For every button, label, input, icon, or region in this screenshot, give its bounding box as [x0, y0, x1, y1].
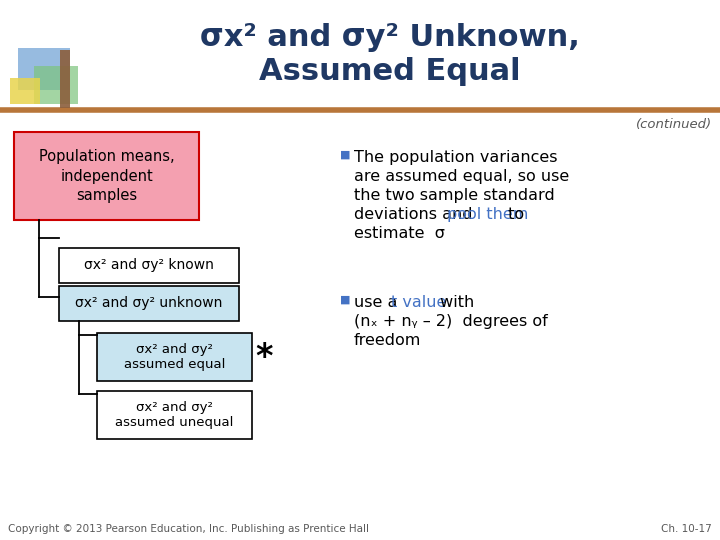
Text: (nₓ + nᵧ – 2)  degrees of: (nₓ + nᵧ – 2) degrees of: [354, 314, 548, 329]
Text: freedom: freedom: [354, 333, 421, 348]
FancyBboxPatch shape: [10, 78, 40, 104]
Text: ■: ■: [340, 150, 351, 160]
Text: Ch. 10-17: Ch. 10-17: [661, 524, 712, 534]
Text: σx² and σy²
assumed equal: σx² and σy² assumed equal: [124, 343, 225, 371]
Text: σx² and σy² Unknown,: σx² and σy² Unknown,: [200, 24, 580, 52]
FancyBboxPatch shape: [59, 286, 239, 321]
Text: The population variances: The population variances: [354, 150, 557, 165]
FancyBboxPatch shape: [34, 66, 78, 104]
Text: are assumed equal, so use: are assumed equal, so use: [354, 169, 570, 184]
Text: pool them: pool them: [447, 207, 528, 222]
Text: to: to: [503, 207, 524, 222]
Text: Assumed Equal: Assumed Equal: [259, 57, 521, 86]
FancyBboxPatch shape: [60, 50, 70, 108]
Text: Population means,
independent
samples: Population means, independent samples: [39, 148, 174, 203]
FancyBboxPatch shape: [14, 132, 199, 220]
Text: *: *: [256, 341, 273, 374]
Text: σx² and σy² known: σx² and σy² known: [84, 259, 214, 273]
Text: the two sample standard: the two sample standard: [354, 188, 554, 203]
FancyBboxPatch shape: [97, 333, 252, 381]
Text: (continued): (continued): [636, 118, 712, 131]
Text: Copyright © 2013 Pearson Education, Inc. Publishing as Prentice Hall: Copyright © 2013 Pearson Education, Inc.…: [8, 524, 369, 534]
Text: t value: t value: [391, 295, 446, 310]
Text: with: with: [435, 295, 474, 310]
Text: use a: use a: [354, 295, 402, 310]
Text: estimate  σ: estimate σ: [354, 226, 445, 241]
Text: σx² and σy²
assumed unequal: σx² and σy² assumed unequal: [115, 401, 234, 429]
Text: σx² and σy² unknown: σx² and σy² unknown: [76, 296, 222, 310]
Text: deviations and: deviations and: [354, 207, 477, 222]
FancyBboxPatch shape: [18, 48, 70, 90]
FancyBboxPatch shape: [59, 248, 239, 283]
Text: ■: ■: [340, 295, 351, 305]
FancyBboxPatch shape: [97, 391, 252, 439]
